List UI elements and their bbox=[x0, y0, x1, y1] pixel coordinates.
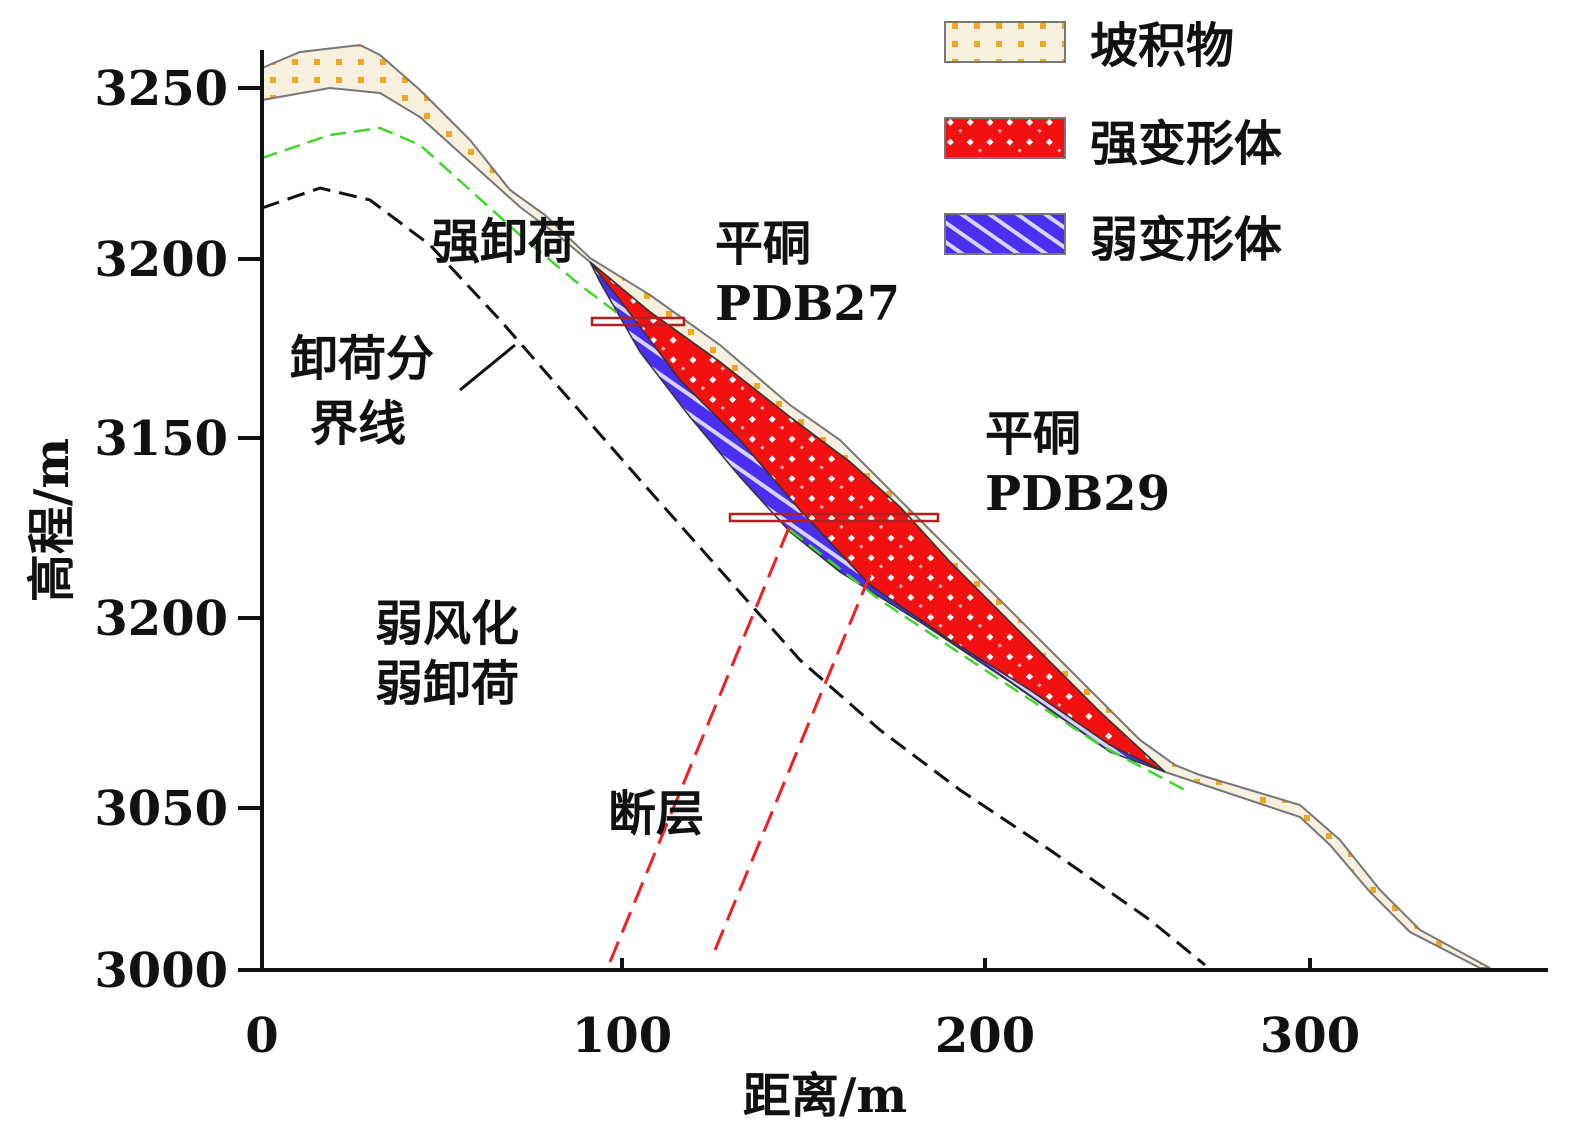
fault bbox=[608, 524, 872, 963]
legend-label: 弱变形体 bbox=[1090, 212, 1282, 268]
annotation: 断层 bbox=[608, 786, 704, 842]
profile bbox=[261, 43, 1491, 969]
strong-deformation bbox=[589, 261, 1166, 773]
x-tick-label: 300 bbox=[1260, 1008, 1360, 1064]
adit bbox=[590, 316, 686, 327]
legend-swatch bbox=[944, 213, 1066, 255]
legend-label: 强变形体 bbox=[1090, 116, 1282, 172]
annotation: 卸荷分 bbox=[290, 331, 434, 387]
y-axis-label: 高程/m bbox=[24, 438, 80, 602]
legend bbox=[944, 21, 1066, 255]
annotation: 强卸荷 bbox=[432, 214, 576, 270]
legend-swatch bbox=[944, 21, 1066, 63]
annotation: 界线 bbox=[310, 396, 406, 452]
x-axis-label: 距离/m bbox=[743, 1068, 907, 1124]
annotation: PDB29 bbox=[985, 466, 1170, 522]
y-tick-label: 3200 bbox=[94, 591, 228, 647]
y-tick-label: 3000 bbox=[94, 943, 228, 999]
y-tick-label: 3250 bbox=[94, 61, 228, 117]
x-tick-label: 200 bbox=[935, 1008, 1035, 1064]
annotation: PDB27 bbox=[715, 276, 900, 332]
axes bbox=[260, 50, 1548, 972]
x-tick-label: 0 bbox=[245, 1008, 278, 1064]
annotation: 平硐 bbox=[985, 406, 1081, 462]
annotation: 平硐 bbox=[715, 216, 811, 272]
y-tick-label: 3150 bbox=[94, 411, 228, 467]
annotation: 弱风化 bbox=[375, 596, 519, 652]
x-tick-label: 100 bbox=[572, 1008, 672, 1064]
leader-line bbox=[459, 343, 516, 392]
unloading-boundary bbox=[261, 186, 1206, 967]
legend-swatch bbox=[944, 117, 1066, 159]
annotation: 弱卸荷 bbox=[375, 656, 519, 712]
green-boundary bbox=[261, 126, 1186, 792]
adit bbox=[728, 512, 940, 523]
legend-label: 坡积物 bbox=[1090, 18, 1234, 74]
y-tick-label: 3050 bbox=[94, 781, 228, 837]
y-tick-label: 3200 bbox=[94, 232, 228, 288]
